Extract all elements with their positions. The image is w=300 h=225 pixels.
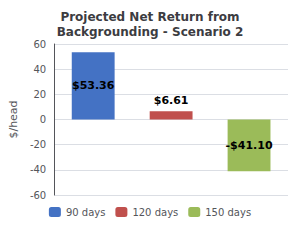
svg-text:120 days: 120 days xyxy=(132,207,178,218)
svg-text:Backgrounding - Scenario 2: Backgrounding - Scenario 2 xyxy=(57,25,244,39)
svg-text:Projected Net Return from: Projected Net Return from xyxy=(60,10,239,24)
svg-text:-$41.10: -$41.10 xyxy=(226,139,273,152)
svg-text:$/head: $/head xyxy=(7,100,20,138)
svg-text:$6.61: $6.61 xyxy=(154,94,189,107)
svg-text:60: 60 xyxy=(33,39,46,50)
svg-text:90 days: 90 days xyxy=(66,207,106,218)
svg-text:40: 40 xyxy=(33,64,46,75)
svg-text:$53.36: $53.36 xyxy=(72,79,115,92)
svg-text:-60: -60 xyxy=(30,190,46,201)
svg-text:-40: -40 xyxy=(30,164,46,175)
svg-text:20: 20 xyxy=(33,89,46,100)
svg-text:0: 0 xyxy=(40,114,46,125)
svg-text:-20: -20 xyxy=(30,139,46,150)
svg-text:150 days: 150 days xyxy=(205,207,251,218)
